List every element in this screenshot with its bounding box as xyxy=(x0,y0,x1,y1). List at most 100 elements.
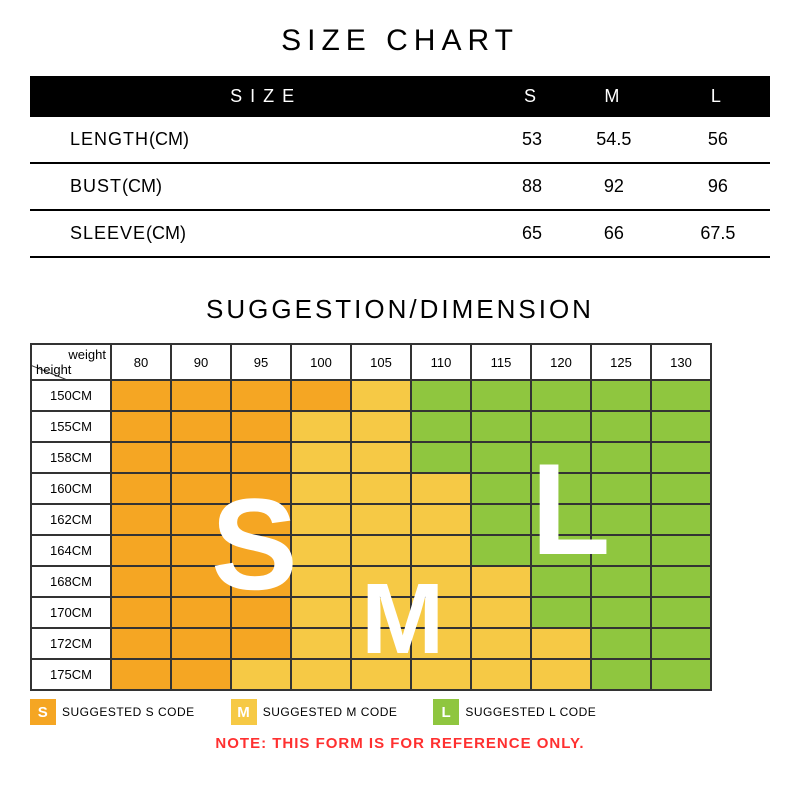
grid-cell xyxy=(471,566,531,597)
grid-cell xyxy=(591,597,651,628)
grid-cell xyxy=(651,504,711,535)
grid-cell xyxy=(351,504,411,535)
weight-header: 80 xyxy=(111,344,171,380)
grid-cell xyxy=(471,659,531,690)
legend-swatch: S xyxy=(30,699,56,725)
grid-cell xyxy=(531,504,591,535)
grid-cell xyxy=(111,659,171,690)
grid-cell xyxy=(591,504,651,535)
grid-cell xyxy=(591,411,651,442)
grid-cell xyxy=(591,442,651,473)
row-label: BUST(CM) xyxy=(30,163,502,210)
grid-cell xyxy=(651,659,711,690)
cell-value: 92 xyxy=(562,163,666,210)
grid-cell xyxy=(231,566,291,597)
weight-header: 115 xyxy=(471,344,531,380)
grid-cell xyxy=(411,659,471,690)
grid-cell xyxy=(231,504,291,535)
grid-cell xyxy=(111,411,171,442)
cell-value: 96 xyxy=(666,163,770,210)
grid-cell xyxy=(111,380,171,411)
grid-cell xyxy=(651,566,711,597)
height-header: 168CM xyxy=(31,566,111,597)
grid-cell xyxy=(351,380,411,411)
legend-item: LSUGGESTED L CODE xyxy=(433,699,596,725)
size-col-header: SIZE xyxy=(30,76,502,117)
grid-cell xyxy=(351,535,411,566)
grid-cell xyxy=(171,380,231,411)
grid-cell xyxy=(531,380,591,411)
height-header: 150CM xyxy=(31,380,111,411)
grid-cell xyxy=(471,597,531,628)
table-row: BUST(CM)889296 xyxy=(30,163,770,210)
size-chart-table: SIZESML LENGTH(CM)5354.556BUST(CM)889296… xyxy=(30,76,770,258)
reference-note: NOTE: THIS FORM IS FOR REFERENCE ONLY. xyxy=(30,735,770,752)
grid-cell xyxy=(531,628,591,659)
grid-cell xyxy=(231,442,291,473)
size-col-header: S xyxy=(502,76,562,117)
grid-cell xyxy=(351,597,411,628)
grid-cell xyxy=(171,504,231,535)
legend: SSUGGESTED S CODEMSUGGESTED M CODELSUGGE… xyxy=(30,699,770,725)
size-chart-title: SIZE CHART xyxy=(30,24,770,58)
legend-text: SUGGESTED S CODE xyxy=(62,705,195,719)
grid-cell xyxy=(351,411,411,442)
grid-cell xyxy=(111,597,171,628)
grid-cell xyxy=(651,442,711,473)
height-header: 155CM xyxy=(31,411,111,442)
grid-cell xyxy=(411,473,471,504)
cell-value: 66 xyxy=(562,210,666,257)
grid-cell xyxy=(651,473,711,504)
height-header: 164CM xyxy=(31,535,111,566)
grid-cell xyxy=(291,380,351,411)
table-row: LENGTH(CM)5354.556 xyxy=(30,117,770,163)
grid-cell xyxy=(351,442,411,473)
grid-cell xyxy=(651,597,711,628)
grid-cell xyxy=(591,659,651,690)
grid-cell xyxy=(231,535,291,566)
grid-cell xyxy=(291,659,351,690)
grid-cell xyxy=(591,535,651,566)
grid-cell xyxy=(531,659,591,690)
grid-cell xyxy=(411,442,471,473)
grid-cell xyxy=(291,504,351,535)
height-header: 175CM xyxy=(31,659,111,690)
height-header: 172CM xyxy=(31,628,111,659)
grid-cell xyxy=(291,473,351,504)
grid-cell xyxy=(471,628,531,659)
grid-cell xyxy=(411,535,471,566)
grid-cell xyxy=(111,504,171,535)
cell-value: 67.5 xyxy=(666,210,770,257)
grid-cell xyxy=(591,566,651,597)
cell-value: 53 xyxy=(502,117,562,163)
grid-cell xyxy=(171,566,231,597)
grid-cell xyxy=(111,628,171,659)
grid-cell xyxy=(291,628,351,659)
grid-cell xyxy=(651,628,711,659)
grid-cell xyxy=(171,628,231,659)
legend-text: SUGGESTED M CODE xyxy=(263,705,398,719)
cell-value: 65 xyxy=(502,210,562,257)
suggestion-title: SUGGESTION/DIMENSION xyxy=(30,294,770,325)
grid-cell xyxy=(471,442,531,473)
grid-cell xyxy=(171,659,231,690)
grid-corner-header: weightheight xyxy=(31,344,111,380)
grid-cell xyxy=(111,566,171,597)
grid-cell xyxy=(411,597,471,628)
grid-cell xyxy=(231,597,291,628)
grid-cell xyxy=(111,442,171,473)
grid-cell xyxy=(591,628,651,659)
grid-cell xyxy=(471,473,531,504)
grid-cell xyxy=(291,442,351,473)
grid-cell xyxy=(351,473,411,504)
grid-cell xyxy=(651,535,711,566)
grid-cell xyxy=(111,473,171,504)
grid-cell xyxy=(351,659,411,690)
grid-cell xyxy=(231,628,291,659)
grid-cell xyxy=(591,473,651,504)
height-header: 160CM xyxy=(31,473,111,504)
grid-cell xyxy=(411,380,471,411)
grid-cell xyxy=(111,535,171,566)
grid-cell xyxy=(531,535,591,566)
height-header: 162CM xyxy=(31,504,111,535)
